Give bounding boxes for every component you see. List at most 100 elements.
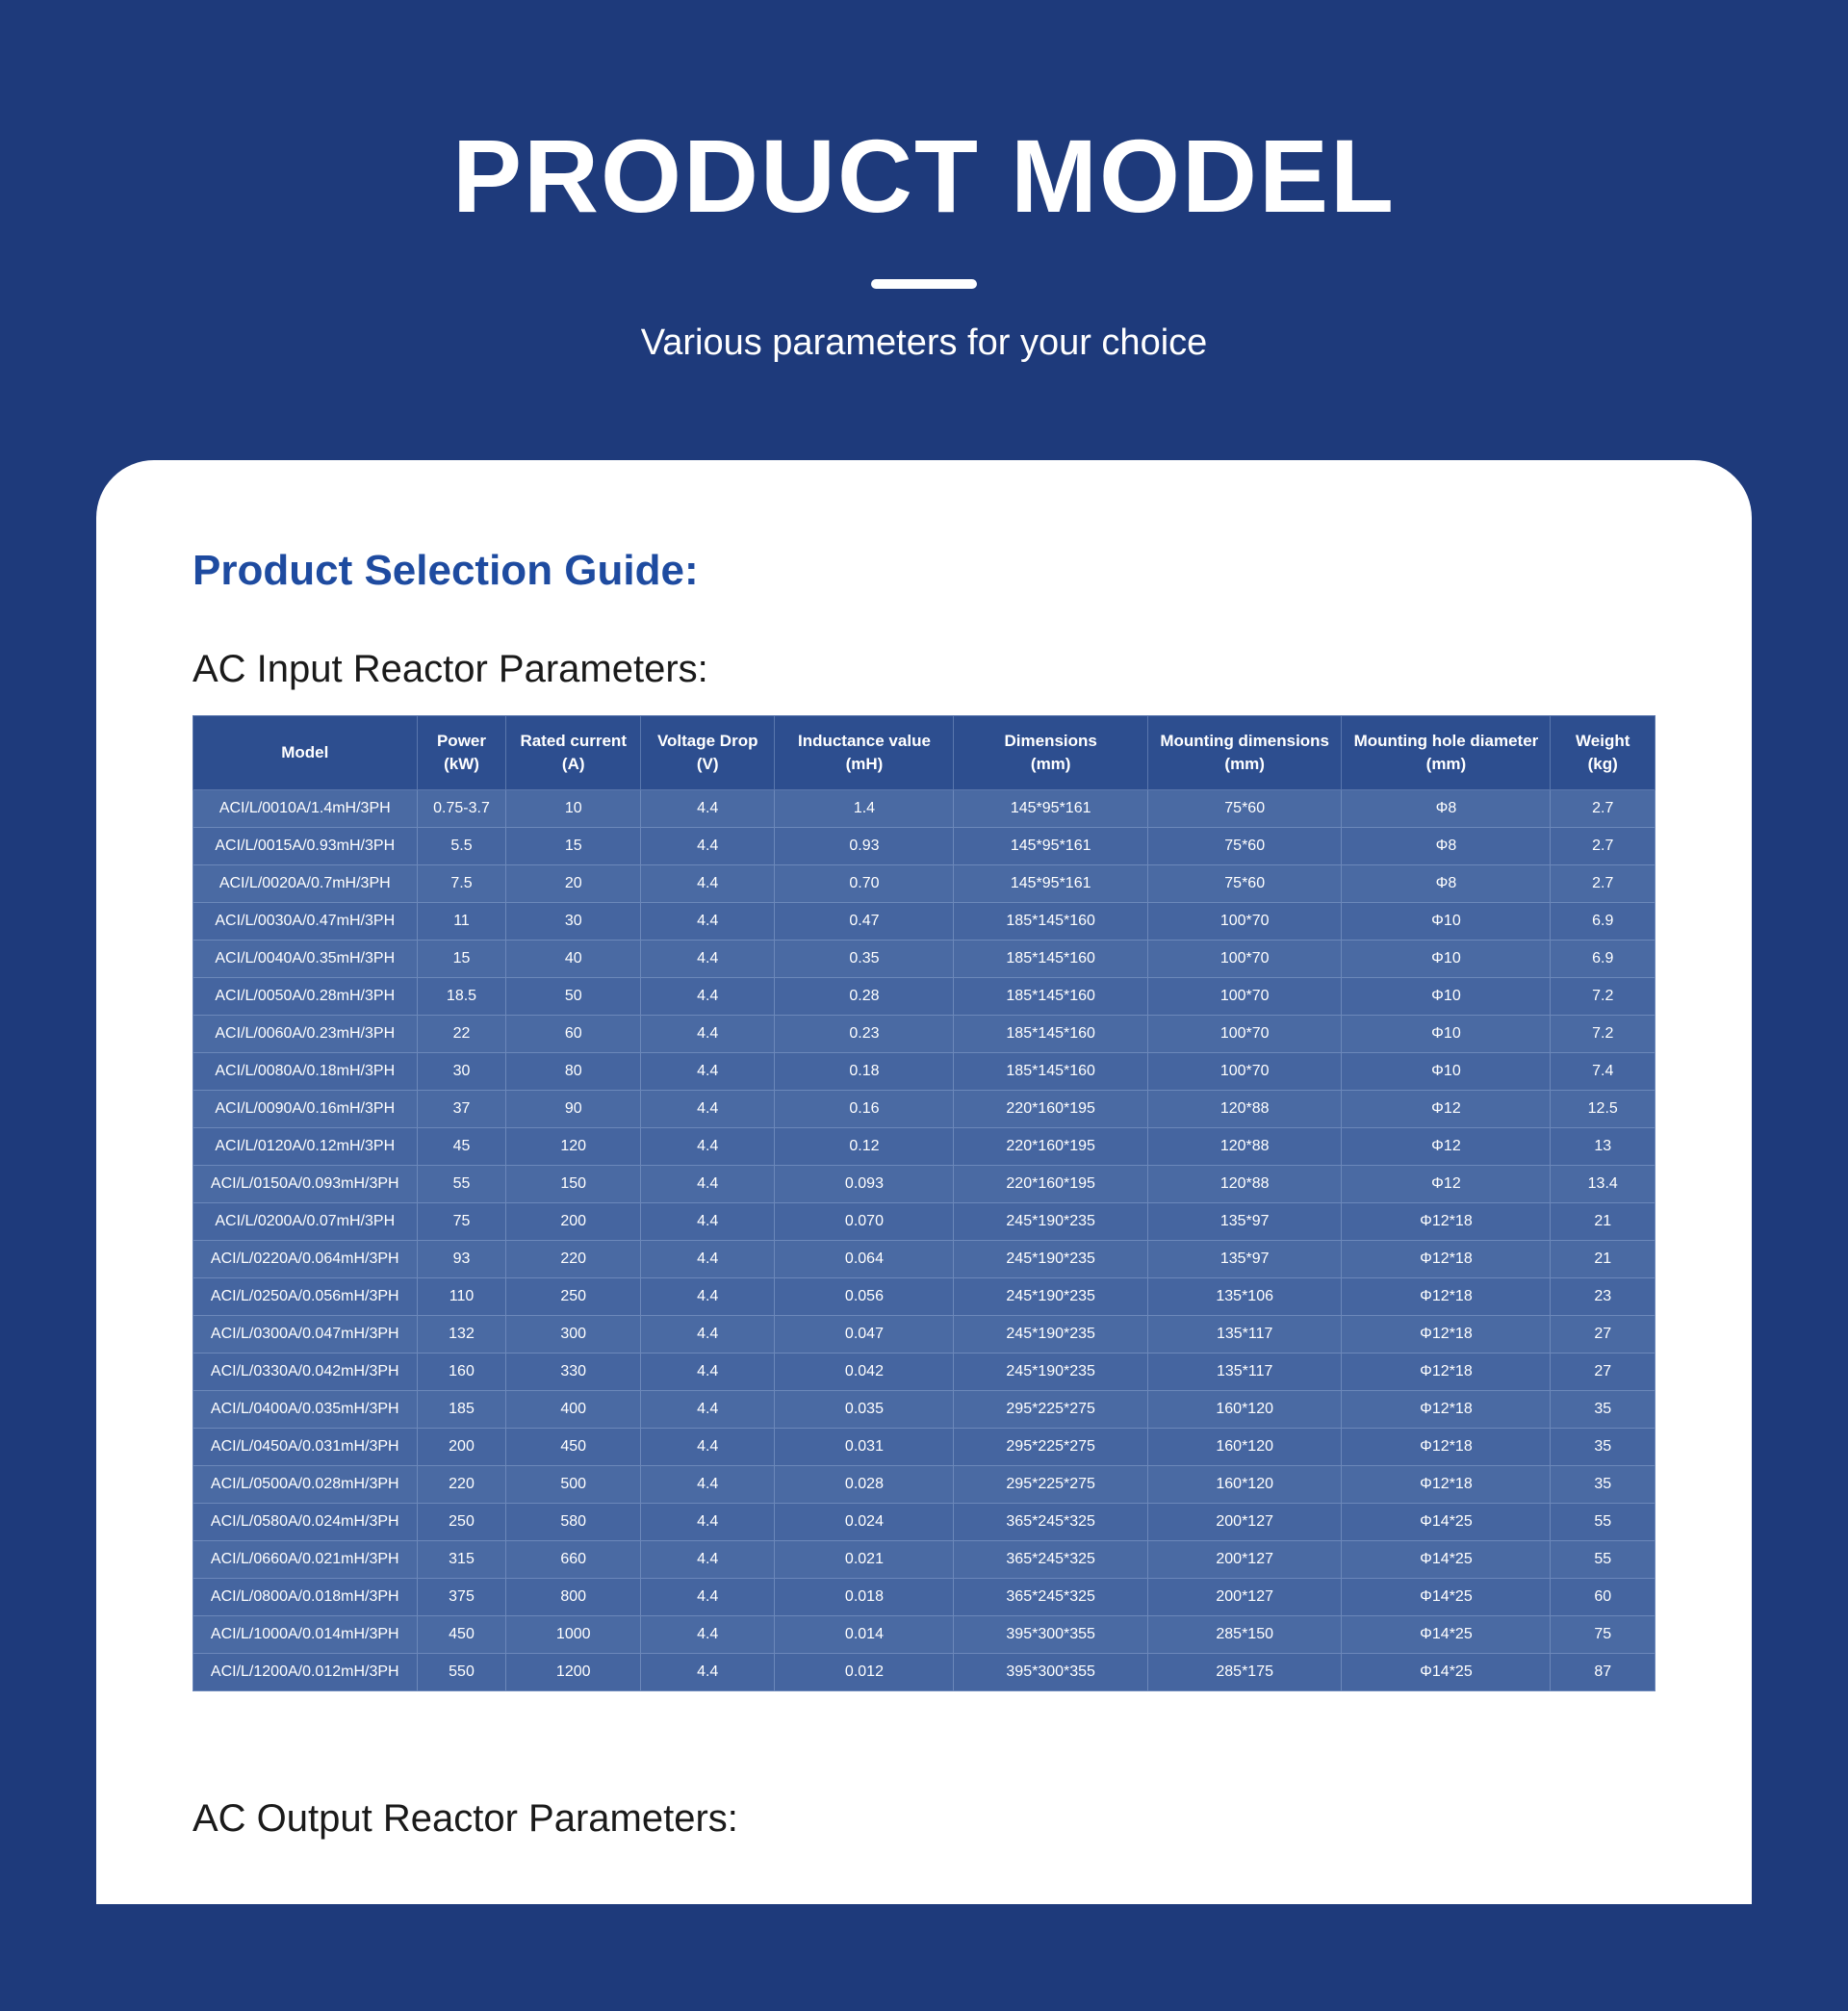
table-cell: Φ8 [1342,789,1551,827]
table-cell: ACI/L/0330A/0.042mH/3PH [193,1353,418,1390]
table-cell: 22 [417,1015,506,1052]
table-cell: Φ12*18 [1342,1465,1551,1503]
table-cell: 2.7 [1551,789,1656,827]
table-cell: Φ14*25 [1342,1503,1551,1540]
table-cell: Φ12*18 [1342,1390,1551,1428]
table-cell: 90 [506,1090,640,1127]
table-cell: 0.93 [775,827,954,864]
table-row: ACI/L/0330A/0.042mH/3PH1603304.40.042245… [193,1353,1656,1390]
table-cell: 0.024 [775,1503,954,1540]
table-cell: 145*95*161 [954,827,1148,864]
guide-title: Product Selection Guide: [192,547,1656,595]
table-cell: 395*300*355 [954,1615,1148,1653]
table-cell: ACI/L/0660A/0.021mH/3PH [193,1540,418,1578]
table-row: ACI/L/0090A/0.16mH/3PH37904.40.16220*160… [193,1090,1656,1127]
table-row: ACI/L/0015A/0.93mH/3PH5.5154.40.93145*95… [193,827,1656,864]
table-cell: 0.75-3.7 [417,789,506,827]
table-cell: Φ8 [1342,864,1551,902]
table-cell: ACI/L/0010A/1.4mH/3PH [193,789,418,827]
table-cell: 132 [417,1315,506,1353]
table-cell: 93 [417,1240,506,1277]
table-cell: 185*145*160 [954,940,1148,977]
table-cell: 1.4 [775,789,954,827]
column-header: Weight(kg) [1551,716,1656,790]
column-header: Mounting hole diameter(mm) [1342,716,1551,790]
table-cell: 135*117 [1147,1353,1342,1390]
table1-title: AC Input Reactor Parameters: [192,648,1656,691]
table-cell: 160*120 [1147,1390,1342,1428]
table-cell: ACI/L/0090A/0.16mH/3PH [193,1090,418,1127]
table-cell: 0.012 [775,1653,954,1690]
table-cell: 0.021 [775,1540,954,1578]
table-cell: 220 [417,1465,506,1503]
table-cell: 0.070 [775,1202,954,1240]
table-row: ACI/L/0010A/1.4mH/3PH0.75-3.7104.41.4145… [193,789,1656,827]
table-row: ACI/L/0300A/0.047mH/3PH1323004.40.047245… [193,1315,1656,1353]
table-cell: 6.9 [1551,940,1656,977]
table-cell: 0.018 [775,1578,954,1615]
table-cell: 55 [1551,1503,1656,1540]
table-cell: 80 [506,1052,640,1090]
table-cell: 4.4 [640,902,774,940]
table-cell: 7.2 [1551,1015,1656,1052]
table-cell: 0.056 [775,1277,954,1315]
reactor-table: ModelPower(kW)Rated current(A)Voltage Dr… [192,715,1656,1691]
table-cell: 285*150 [1147,1615,1342,1653]
column-header: Inductance value(mH) [775,716,954,790]
table-cell: Φ10 [1342,902,1551,940]
table-cell: 15 [417,940,506,977]
table-cell: ACI/L/0250A/0.056mH/3PH [193,1277,418,1315]
table-cell: 365*245*325 [954,1503,1148,1540]
table-cell: 800 [506,1578,640,1615]
table-row: ACI/L/0050A/0.28mH/3PH18.5504.40.28185*1… [193,977,1656,1015]
table-cell: 100*70 [1147,940,1342,977]
table-cell: 55 [1551,1540,1656,1578]
table-cell: ACI/L/0220A/0.064mH/3PH [193,1240,418,1277]
table-cell: ACI/L/0080A/0.18mH/3PH [193,1052,418,1090]
table-cell: ACI/L/0015A/0.93mH/3PH [193,827,418,864]
table-cell: 12.5 [1551,1090,1656,1127]
column-header: Power(kW) [417,716,506,790]
table-cell: Φ12 [1342,1090,1551,1127]
table-cell: Φ10 [1342,977,1551,1015]
table-cell: 4.4 [640,1277,774,1315]
table-cell: 0.042 [775,1353,954,1390]
table-cell: 30 [506,902,640,940]
table-cell: 4.4 [640,1052,774,1090]
table-cell: 200 [417,1428,506,1465]
table-cell: 7.5 [417,864,506,902]
table-cell: 4.4 [640,1165,774,1202]
table-cell: 4.4 [640,1315,774,1353]
table-row: ACI/L/0400A/0.035mH/3PH1854004.40.035295… [193,1390,1656,1428]
table-cell: 4.4 [640,1202,774,1240]
table-cell: 200 [506,1202,640,1240]
table-row: ACI/L/0020A/0.7mH/3PH7.5204.40.70145*95*… [193,864,1656,902]
table-cell: 4.4 [640,1503,774,1540]
table-cell: 250 [417,1503,506,1540]
table-cell: ACI/L/0450A/0.031mH/3PH [193,1428,418,1465]
table-cell: Φ14*25 [1342,1540,1551,1578]
table-cell: 245*190*235 [954,1315,1148,1353]
table-cell: 35 [1551,1465,1656,1503]
table-cell: 0.035 [775,1390,954,1428]
table-cell: 4.4 [640,1353,774,1390]
table-cell: Φ12*18 [1342,1202,1551,1240]
table-cell: 145*95*161 [954,789,1148,827]
table-cell: 4.4 [640,1390,774,1428]
table-cell: ACI/L/0050A/0.28mH/3PH [193,977,418,1015]
table-cell: Φ10 [1342,1015,1551,1052]
table-cell: 135*117 [1147,1315,1342,1353]
table-cell: 75 [1551,1615,1656,1653]
table-cell: 220 [506,1240,640,1277]
table-cell: 120*88 [1147,1090,1342,1127]
table-row: ACI/L/0200A/0.07mH/3PH752004.40.070245*1… [193,1202,1656,1240]
column-header: Voltage Drop(V) [640,716,774,790]
table-cell: 50 [506,977,640,1015]
table-cell: 20 [506,864,640,902]
table-cell: 100*70 [1147,902,1342,940]
table-cell: 395*300*355 [954,1653,1148,1690]
table-cell: Φ12*18 [1342,1428,1551,1465]
table-cell: 4.4 [640,789,774,827]
table-cell: 580 [506,1503,640,1540]
table-row: ACI/L/0150A/0.093mH/3PH551504.40.093220*… [193,1165,1656,1202]
